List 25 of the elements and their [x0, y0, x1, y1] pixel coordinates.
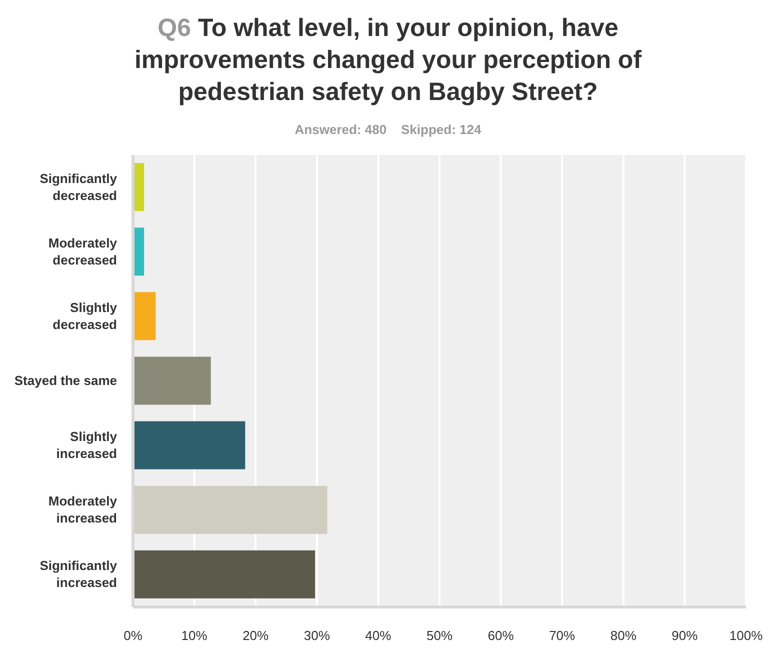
y-tick-label: Significantly decreased [40, 170, 118, 203]
x-tick-label: 80% [610, 628, 637, 644]
bar [133, 486, 328, 534]
bar [133, 356, 211, 405]
x-tick-label: 30% [304, 628, 330, 644]
bar [133, 550, 316, 598]
chart-title: Q6 To what level, in your opinion, have improvements changed your perception of pedestrian safety on Bagby Street? [134, 14, 642, 106]
y-tick-label: Significantly increased [40, 558, 118, 590]
x-tick-label: 70% [549, 628, 576, 644]
x-tick-label: 100% [729, 628, 764, 644]
x-tick-label: 0% [124, 628, 143, 644]
chart-subtitle: Answered: 480 Skipped: 124 [294, 122, 482, 137]
y-tick-label: Slightly increased [56, 429, 118, 462]
y-tick-label: Moderately increased [48, 494, 118, 526]
x-tick-label: 50% [426, 628, 453, 644]
x-tick-label: 90% [672, 628, 698, 644]
y-tick-label: Moderately decreased [48, 235, 118, 268]
bar [133, 421, 246, 470]
x-tick-label: 40% [365, 628, 392, 644]
y-tick-label: Slightly decreased [52, 300, 118, 332]
bar [133, 292, 156, 340]
y-tick-label: Stayed the same [14, 373, 117, 388]
x-tick-label: 10% [181, 628, 208, 644]
x-tick-label: 20% [242, 628, 270, 644]
x-tick-label: 60% [488, 628, 514, 644]
